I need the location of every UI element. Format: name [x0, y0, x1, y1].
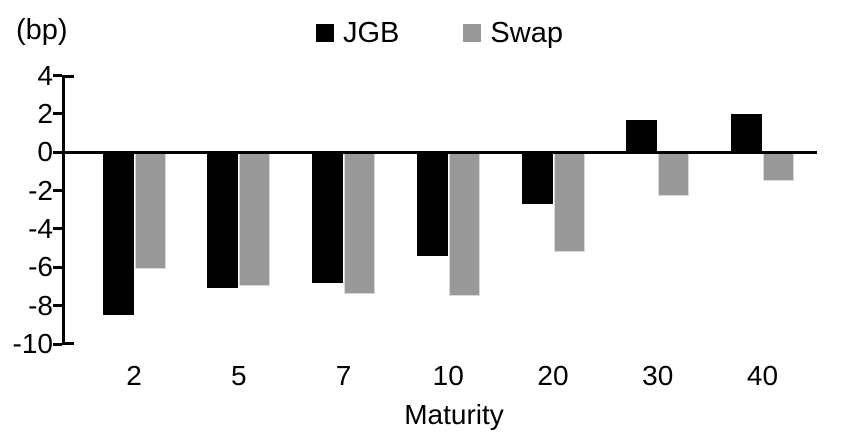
y-axis-tick: [53, 150, 62, 154]
bar-swap-5: [239, 152, 271, 287]
y-axis-tick: [53, 342, 62, 346]
bar-jgb-10: [416, 152, 448, 256]
bar-swap-10: [448, 152, 480, 297]
y-axis-tick: [53, 304, 62, 308]
x-tick-label: 30: [642, 360, 674, 391]
y-tick-label: -6: [28, 251, 53, 283]
x-tick-label: 20: [537, 360, 569, 391]
y-axis-tick: [53, 112, 62, 116]
y-axis-tick: [53, 74, 62, 78]
legend-item-swap: Swap: [463, 17, 563, 49]
y-tick-label: 2: [37, 97, 53, 129]
y-tick-label: -2: [28, 174, 53, 206]
legend-label: Swap: [490, 17, 563, 49]
y-axis-unit-label: (bp): [16, 14, 68, 46]
x-axis-title: Maturity: [404, 399, 504, 430]
bar-swap-7: [344, 152, 375, 295]
x-tick-label: 40: [746, 360, 779, 391]
bar-swap-40: [763, 152, 794, 182]
bar-swap-30: [658, 152, 690, 197]
x-tick-label: 7: [335, 360, 352, 391]
y-tick-label: -4: [28, 212, 53, 244]
legend: JGB Swap: [316, 17, 563, 49]
y-axis-tick: [53, 189, 62, 193]
bar-jgb-40: [731, 113, 762, 153]
bar-jgb-5: [207, 152, 239, 289]
y-axis-bottom-cap: [62, 342, 74, 346]
legend-label: JGB: [343, 17, 400, 49]
y-tick-label: -8: [28, 289, 53, 321]
bar-swap-2: [134, 152, 166, 270]
y-axis-tick: [53, 265, 62, 269]
x-tick-label: 5: [230, 360, 247, 391]
legend-item-jgb: JGB: [316, 17, 399, 49]
bar-swap-20: [553, 152, 585, 252]
y-tick-label: 0: [37, 136, 53, 168]
x-axis-zero-line: [62, 150, 817, 154]
y-axis-tick: [53, 227, 62, 231]
jgb-swatch-icon: [316, 24, 334, 42]
bar-jgb-20: [521, 152, 553, 205]
y-tick-label: 4: [37, 59, 53, 91]
y-axis-top-cap: [62, 74, 74, 78]
x-tick-label: 2: [126, 360, 142, 391]
x-tick-label: 10: [432, 360, 464, 391]
bar-jgb-30: [626, 119, 658, 153]
swap-swatch-icon: [463, 24, 482, 42]
bar-jgb-7: [312, 152, 343, 283]
bar-jgb-2: [102, 152, 134, 316]
y-tick-label: -10: [12, 328, 53, 359]
y-axis-line: [62, 75, 65, 345]
